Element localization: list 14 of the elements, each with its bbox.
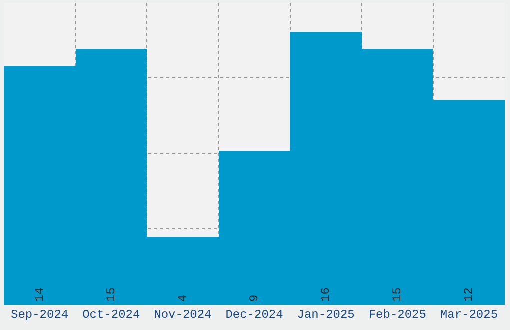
x-tick-label: Jan-2025 [297, 308, 355, 322]
x-tick-label: Oct-2024 [82, 308, 140, 322]
x-tick-label: Sep-2024 [10, 308, 69, 322]
x-tick-label: Mar-2025 [440, 308, 498, 322]
x-tick-label: Nov-2024 [154, 308, 212, 322]
data-label: 14 [33, 288, 47, 302]
data-label: 16 [319, 288, 333, 302]
x-tick-label: Feb-2025 [368, 308, 426, 322]
data-label: 15 [390, 288, 404, 302]
data-label: 12 [462, 288, 476, 302]
data-label: 9 [248, 294, 262, 302]
data-label: 4 [176, 294, 190, 302]
x-tick-label: Dec-2024 [226, 308, 284, 322]
data-label: 15 [104, 288, 118, 302]
